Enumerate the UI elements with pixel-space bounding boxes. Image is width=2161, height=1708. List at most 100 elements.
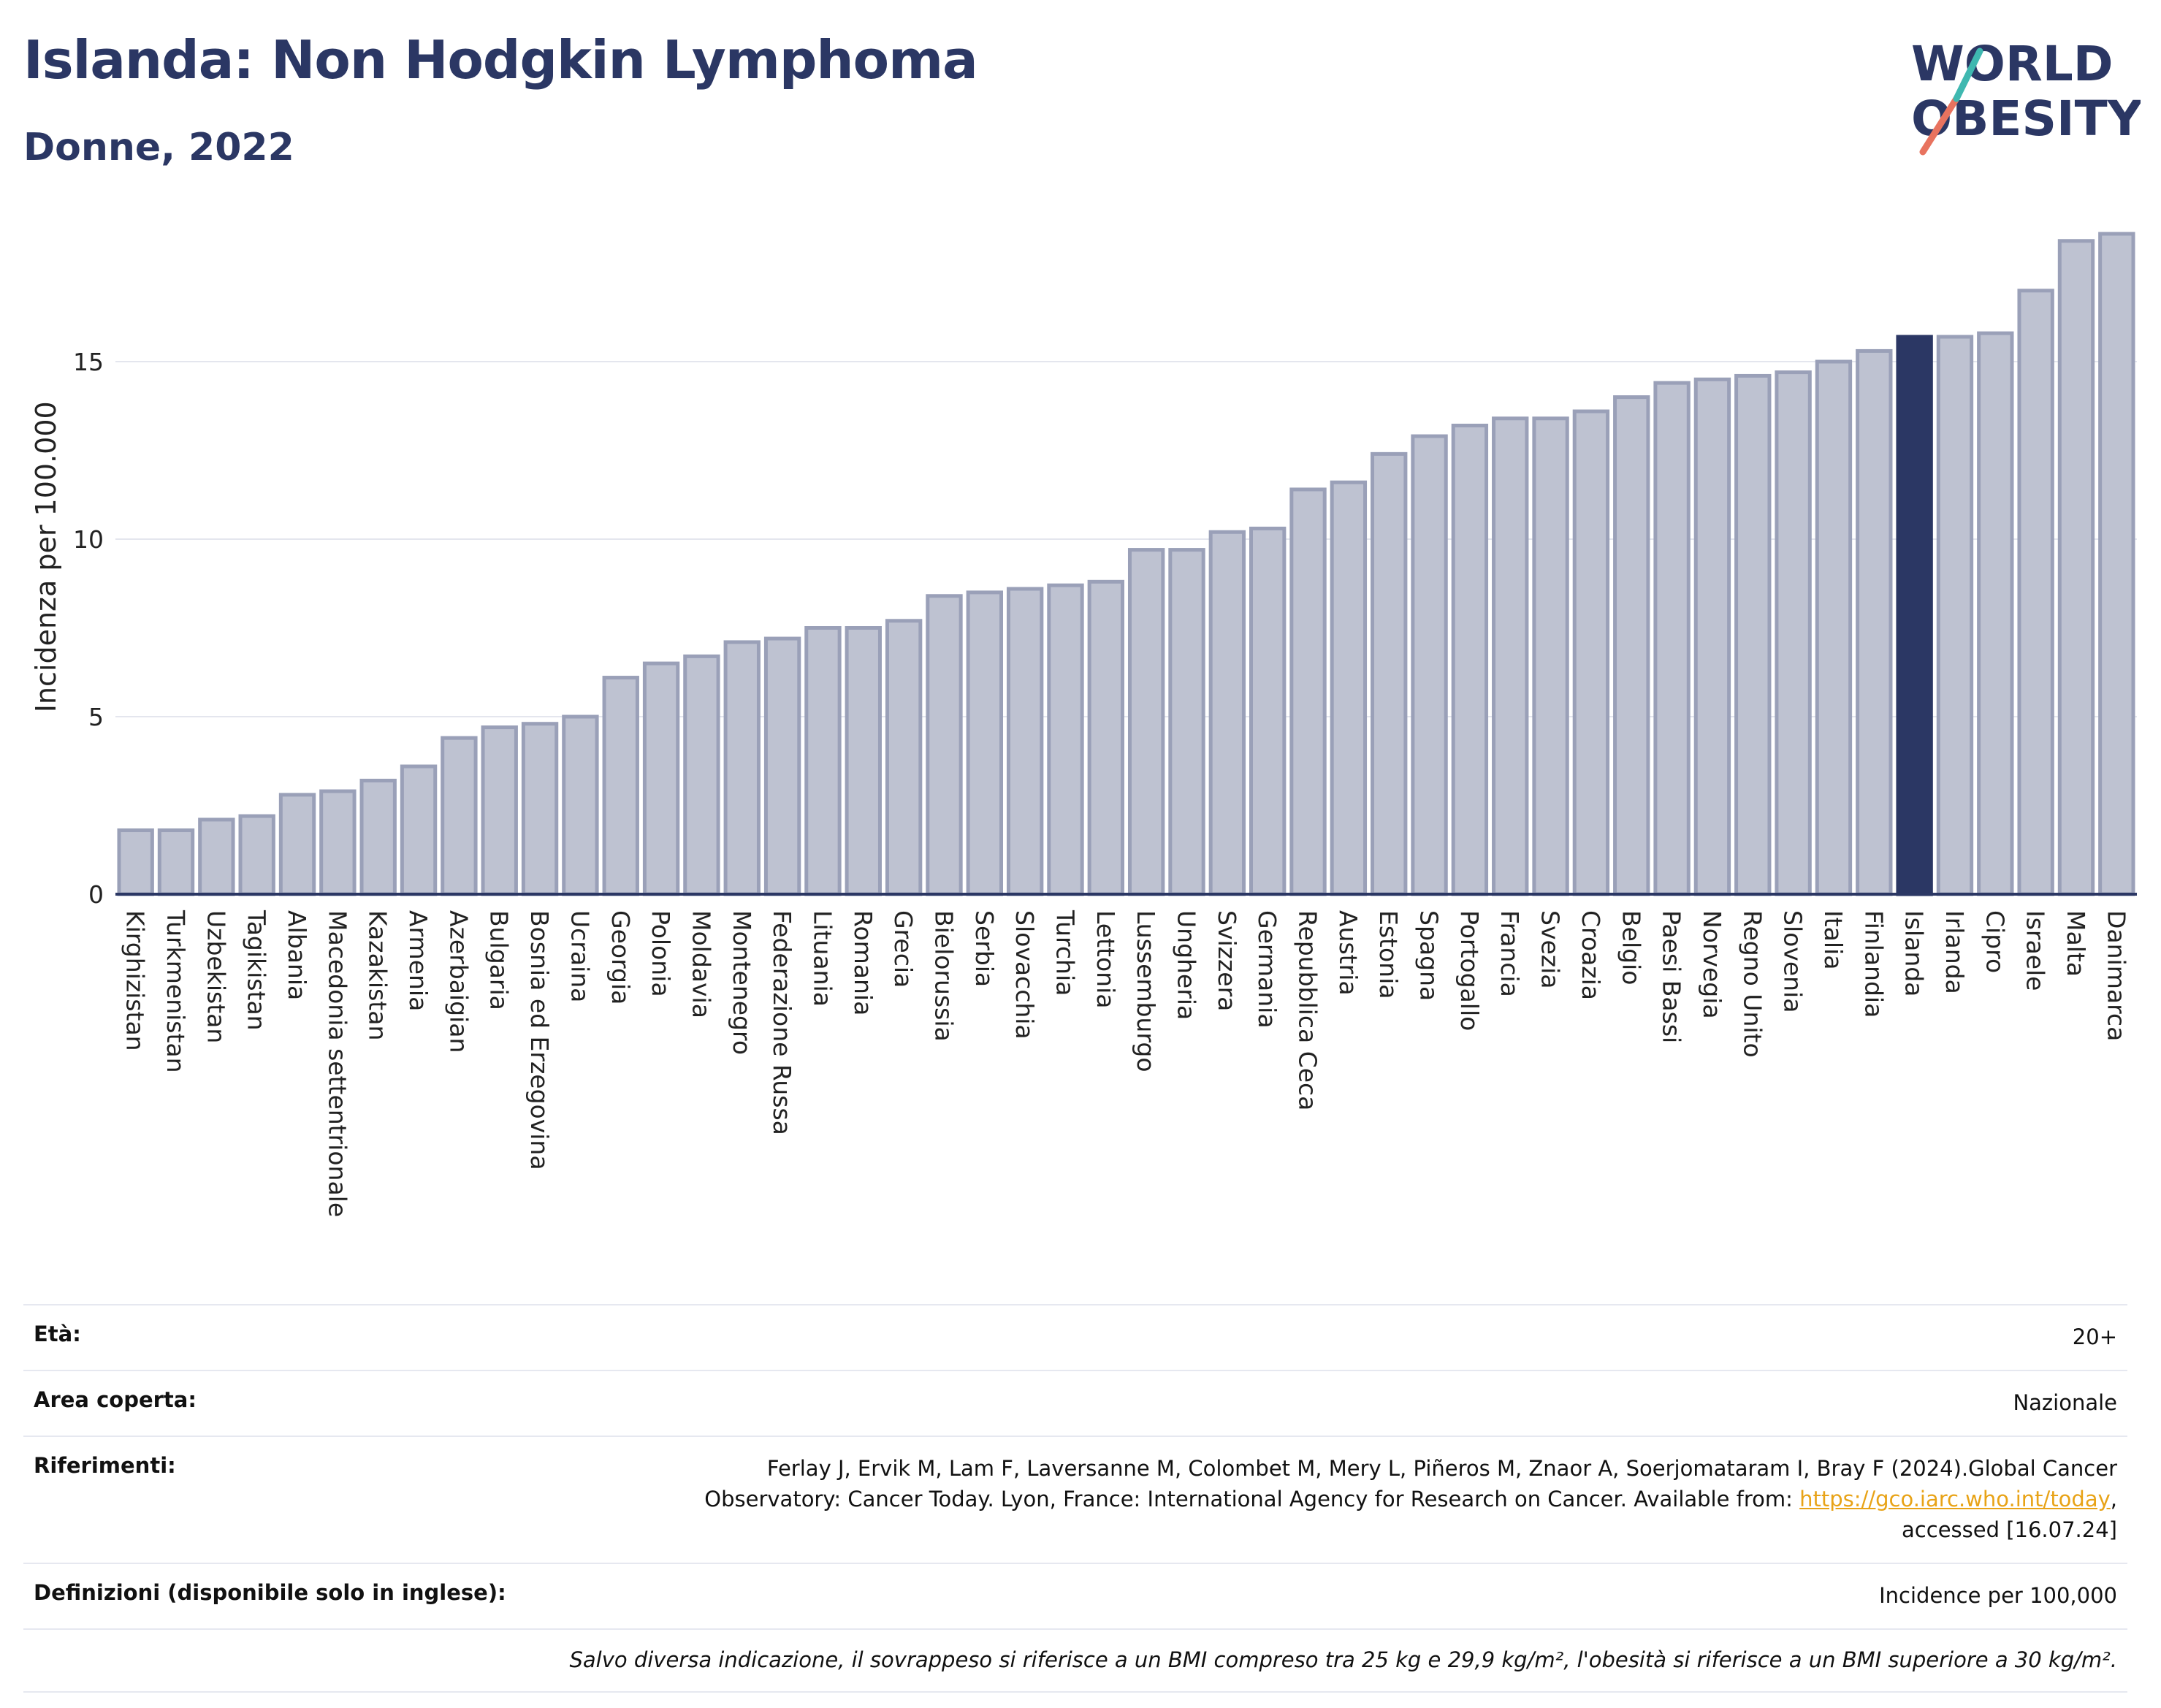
x-tick-label: Kirghizistan [121,910,150,1051]
x-tick-label: Islanda [1900,910,1929,996]
bar [1411,434,1448,896]
x-tick-label: Armenia [404,910,432,1011]
bar [763,636,801,896]
references-value: Ferlay J, Ervik M, Lam F, Laversanne M, … [656,1453,2117,1545]
bar-highlight [1896,335,1933,896]
bar [1168,548,1205,896]
bar [1532,416,1569,896]
logo-slash-red [1919,95,1960,156]
area-value: Nazionale [2013,1390,2117,1416]
x-tick-label: Turchia [1051,910,1079,996]
y-axis-label: Incidenza per 100.000 [30,401,62,712]
x-tick-label: Moldavia [687,910,715,1018]
info-row-definitions: Definizioni (disponibile solo in inglese… [23,1563,2127,1628]
bar [1451,423,1489,896]
x-tick-label: Danimarca [2102,910,2130,1041]
bar [278,793,316,896]
x-tick-label: Bielorussia [929,910,958,1042]
references-label: Riferimenti: [34,1453,176,1479]
x-tick-label: Albania [283,910,311,1000]
bar [1856,348,1893,896]
bar [521,722,559,896]
bar [2057,239,2095,896]
bar [723,640,761,896]
bar [1330,480,1368,896]
definitions-label: Definizioni (disponibile solo in inglese… [34,1580,506,1606]
bar [157,828,195,896]
bar [683,654,720,896]
x-tick-label: Ucraina [565,910,594,1002]
bar [1572,409,1610,896]
footnote: Salvo diversa indicazione, il sovrappeso… [23,1628,2127,1693]
x-tick-label: Lettonia [1091,910,1120,1008]
x-tick-label: Estonia [1374,910,1403,999]
age-value: 20+ [2072,1324,2117,1349]
x-tick-label: Georgia [606,910,635,1004]
age-label: Età: [34,1322,81,1346]
x-tick-label: Federazione Russa [768,910,796,1135]
bar [319,789,357,896]
x-tick-label: Grecia [889,910,918,988]
references-link[interactable]: https://gco.iarc.who.int/today [1799,1487,2111,1512]
x-tick-label: Polonia [647,910,675,997]
area-label: Area coperta: [34,1387,197,1413]
bar [885,619,923,896]
x-tick-label: Macedonia settentrionale [323,910,351,1217]
world-obesity-logo: WORLD OBESITY [1911,36,2141,156]
bar [602,676,639,896]
bar [441,736,478,896]
x-tick-label: Romania [849,910,877,1015]
x-tick-label: Cipro [1981,910,2009,973]
bar [1047,583,1084,896]
bar [926,594,963,896]
x-tick-label: Malta [2062,910,2090,977]
x-tick-label: Germania [1253,910,1281,1029]
bar [966,590,1003,896]
y-tick-label: 0 [88,880,104,909]
x-tick-label: Svezia [1536,910,1565,989]
x-tick-label: Irlanda [1940,910,1969,994]
x-tick-label: Lituania [808,910,836,1007]
axes: 0 5 10 15 [73,348,2137,909]
bar [1087,579,1125,896]
y-tick-label: 5 [88,703,104,731]
bar [845,626,882,896]
bar [238,814,275,896]
bar [642,661,680,896]
definitions-value: Incidence per 100,000 [1879,1583,2117,1609]
x-tick-label: Montenegro [728,910,756,1055]
bar [1693,377,1731,896]
bar [1127,548,1165,896]
chart-subtitle: Donne, 2022 [23,126,294,169]
x-tick-label: Repubblica Ceca [1294,910,1322,1110]
bar [1613,395,1650,896]
x-tick-label: Tagikistan [243,910,271,1031]
bar [2017,289,2054,896]
x-tick-label: Francia [1495,910,1524,997]
bar [1249,526,1287,896]
x-tick-label: Croazia [1577,910,1605,1000]
bar [2098,232,2135,896]
x-tick-label: Austria [1334,910,1362,996]
bar [1289,487,1327,896]
bar [198,817,235,896]
bar [1936,335,1974,896]
bar [1492,416,1529,896]
bar [1371,451,1408,896]
logo-line2: OBESITY [1911,91,2141,147]
bar [1734,373,1772,896]
y-tick-label: 15 [73,348,104,376]
x-tick-label: Ungheria [1173,910,1201,1020]
chart-title: Islanda: Non Hodgkin Lymphoma [23,29,978,91]
x-tick-label: Kazakistan [364,910,392,1040]
x-tick-label: Paesi Bassi [1658,910,1686,1043]
bar [1977,331,2014,896]
x-tick-label: Slovacchia [1010,910,1039,1040]
x-tick-label: Belgio [1617,910,1645,985]
x-tick-label: Bulgaria [485,910,514,1010]
x-tick-label: Slovenia [1779,910,1807,1013]
bar [359,778,397,896]
bar [1208,530,1246,896]
info-row-area: Area coperta: Nazionale [23,1370,2127,1436]
bar [562,714,599,896]
